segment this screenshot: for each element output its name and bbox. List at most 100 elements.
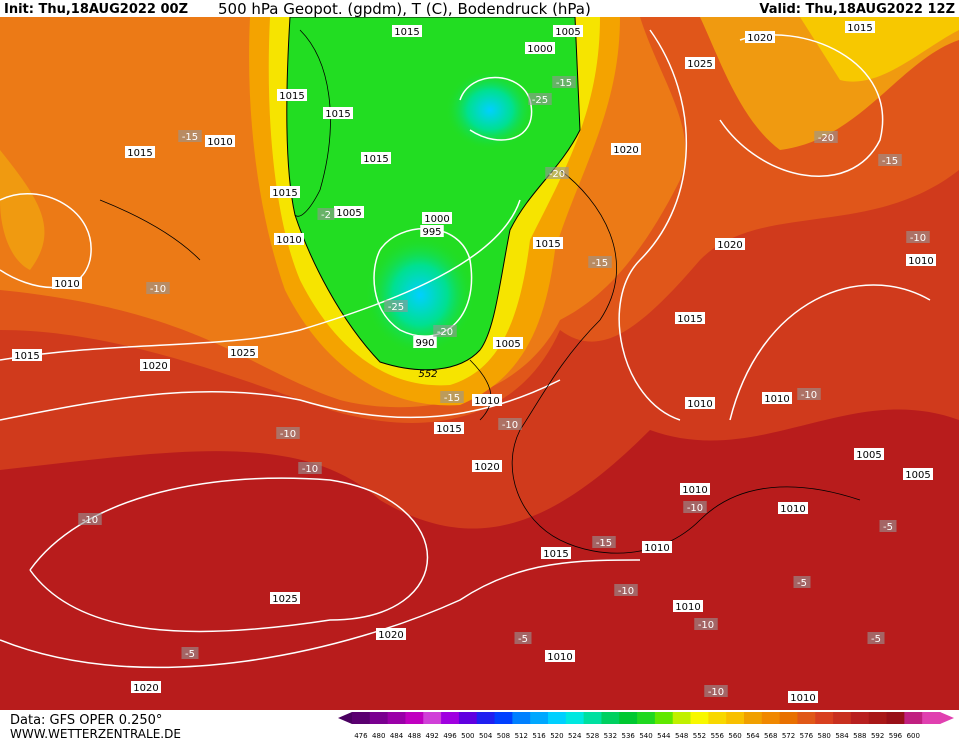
temperature-label: -10: [687, 503, 703, 514]
temperature-label: -10: [910, 233, 926, 244]
colorbar-label: 596: [889, 732, 903, 740]
colorbar-swatch: [583, 712, 602, 724]
isobar-label-box: [12, 349, 42, 361]
init-time: Init: Thu,18AUG2022 00Z: [4, 2, 188, 17]
colorbar-swatch: [565, 712, 585, 724]
colorbar-swatch: [833, 712, 852, 724]
temperature-label: -20: [818, 133, 834, 144]
isobar-label: 1005: [336, 208, 361, 219]
temperature-label-box: [704, 685, 728, 697]
colorbar-label: 488: [408, 732, 421, 740]
temperature-label-box: [146, 282, 170, 294]
isobar-label-box: [392, 25, 422, 37]
colorbar-swatch: [654, 712, 674, 724]
isobar-label-box: [472, 460, 502, 472]
isobar-label: 1015: [436, 424, 461, 435]
isobar-label: 1005: [905, 470, 930, 481]
colorbar-label: 544: [657, 732, 671, 740]
isobar-label-box: [553, 25, 583, 37]
isobar-label: 1010: [474, 396, 499, 407]
colorbar-swatch: [476, 712, 496, 724]
temperature-label: -20: [549, 169, 565, 180]
colorbar-swatch: [779, 712, 798, 724]
isobar-label: 1025: [272, 594, 297, 605]
temperature-label-box: [879, 520, 897, 532]
isobar-label: 1020: [613, 145, 638, 156]
colorbar-label: 532: [604, 732, 617, 740]
temperature-label: -10: [708, 687, 724, 698]
temperature-label-box: [440, 391, 464, 403]
header-bar: [0, 0, 959, 17]
temperature-label: -10: [502, 420, 518, 431]
temperature-label: -15: [882, 156, 898, 167]
temperature-label: -10: [82, 515, 98, 526]
isobar-label-box: [525, 42, 555, 54]
colorbar-swatch: [369, 712, 389, 724]
map-title: 500 hPa Geopot. (gpdm), T (C), Bodendruc…: [218, 0, 591, 18]
temperature-label-box: [298, 462, 322, 474]
colorbar-arrow: [940, 712, 954, 724]
isobar-label: 1025: [687, 59, 712, 70]
colorbar-swatch: [815, 712, 834, 724]
isobar-label-box: [745, 31, 775, 43]
colorbar-label: 552: [693, 732, 706, 740]
colorbar-label: 592: [871, 732, 884, 740]
temperature-label-box: [797, 388, 821, 400]
colorbar-label: 568: [764, 732, 777, 740]
isobar-label-box: [131, 681, 161, 693]
colorbar-swatch: [672, 712, 692, 724]
colorbar-label: 536: [621, 732, 635, 740]
isobar-label-box: [323, 107, 353, 119]
isobar-label-box: [277, 89, 307, 101]
temperature-label-box: [814, 131, 838, 143]
temperature-label-box: [498, 418, 522, 430]
isobar-label: 1015: [272, 188, 297, 199]
colorbar-label: 528: [586, 732, 599, 740]
colorbar-swatch: [637, 712, 656, 724]
temperature-label: -5: [871, 634, 881, 645]
isobar-label-box: [274, 233, 304, 245]
temperature-label: -10: [280, 429, 296, 440]
map-labels: 1015 100510001020101510251015101510101015…: [12, 21, 936, 704]
temperature-label-box: [433, 325, 457, 337]
temperature-label: -5: [185, 649, 195, 660]
isobar-label: 990: [415, 338, 434, 349]
temperature-label: -10: [302, 464, 318, 475]
isobar-label-box: [413, 336, 437, 348]
isobar-label: 1000: [527, 44, 552, 55]
colorbar-arrow: [338, 712, 352, 724]
isobar-label-box: [545, 650, 575, 662]
isobar-label-box: [673, 600, 703, 612]
website: WWW.WETTERZENTRALE.DE: [10, 727, 181, 741]
temperature-label: -5: [883, 522, 893, 533]
colorbar-label: 520: [550, 732, 563, 740]
temperature-label: -25: [532, 95, 548, 106]
isobars: [0, 29, 931, 669]
temperature-label-box: [545, 167, 569, 179]
temperature-label: -25: [388, 302, 404, 313]
colorbar-swatch: [387, 712, 406, 724]
colorbar-swatch: [423, 712, 442, 724]
temperature-label-box: [181, 647, 199, 659]
temperature-label-box: [878, 154, 902, 166]
colorbar-label: 564: [746, 732, 760, 740]
isobar-label-box: [906, 254, 936, 266]
colorbar-label: 508: [497, 732, 510, 740]
temperature-label: -15: [596, 538, 612, 549]
colorbar-label: 484: [390, 732, 404, 740]
temperature-label-box: [592, 536, 616, 548]
isobar-label: 1010: [547, 652, 572, 663]
isobar-label-box: [715, 238, 745, 250]
temperature-label-box: [178, 130, 202, 142]
colorbar-swatch: [868, 712, 888, 724]
isobar-label: 1010: [675, 602, 700, 613]
isobar-label-box: [778, 502, 808, 514]
colorbar-swatch: [548, 712, 567, 724]
coastlines: [99, 29, 861, 554]
colorbar-swatch: [690, 712, 709, 724]
isobar-label-box: [533, 237, 563, 249]
isobar-label-box: [422, 212, 452, 224]
temperature-label: -15: [182, 132, 198, 143]
isobar-label-box: [125, 146, 155, 158]
